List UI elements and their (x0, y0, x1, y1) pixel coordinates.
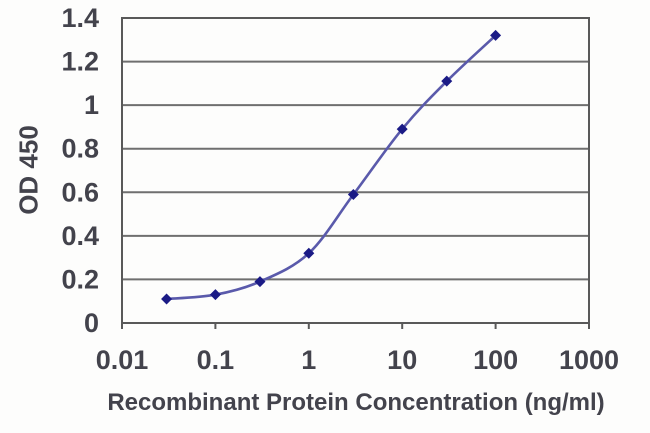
data-point-marker (161, 293, 173, 305)
x-tick-label: 1000 (559, 345, 619, 375)
y-tick-label: 0.4 (61, 221, 99, 251)
y-tick-label: 1.4 (61, 3, 99, 33)
x-tick-label: 100 (473, 345, 518, 375)
plot-border (121, 17, 590, 324)
x-tick-label: 0.01 (96, 345, 149, 375)
data-point-marker (396, 123, 408, 135)
x-tick-label: 10 (387, 345, 417, 375)
x-tick-label: 0.1 (197, 345, 235, 375)
data-point-marker (254, 276, 266, 288)
data-point-marker (490, 29, 502, 41)
x-axis-title: Recombinant Protein Concentration (ng/ml… (107, 389, 605, 416)
y-tick-label: 0.6 (61, 177, 99, 207)
data-curve (166, 34, 497, 301)
y-tick-label: 1 (84, 90, 99, 120)
data-point-marker (303, 247, 315, 259)
y-tick-label: 0.2 (61, 264, 99, 294)
x-tick-label: 1 (301, 345, 316, 375)
y-tick-label: 1.2 (61, 47, 99, 77)
data-point-marker (347, 188, 359, 200)
data-point-marker (209, 289, 221, 301)
y-tick-label: 0.8 (61, 134, 99, 164)
y-axis-title: OD 450 (13, 125, 44, 215)
data-point-marker (441, 75, 453, 87)
y-tick-label: 0 (84, 308, 99, 338)
